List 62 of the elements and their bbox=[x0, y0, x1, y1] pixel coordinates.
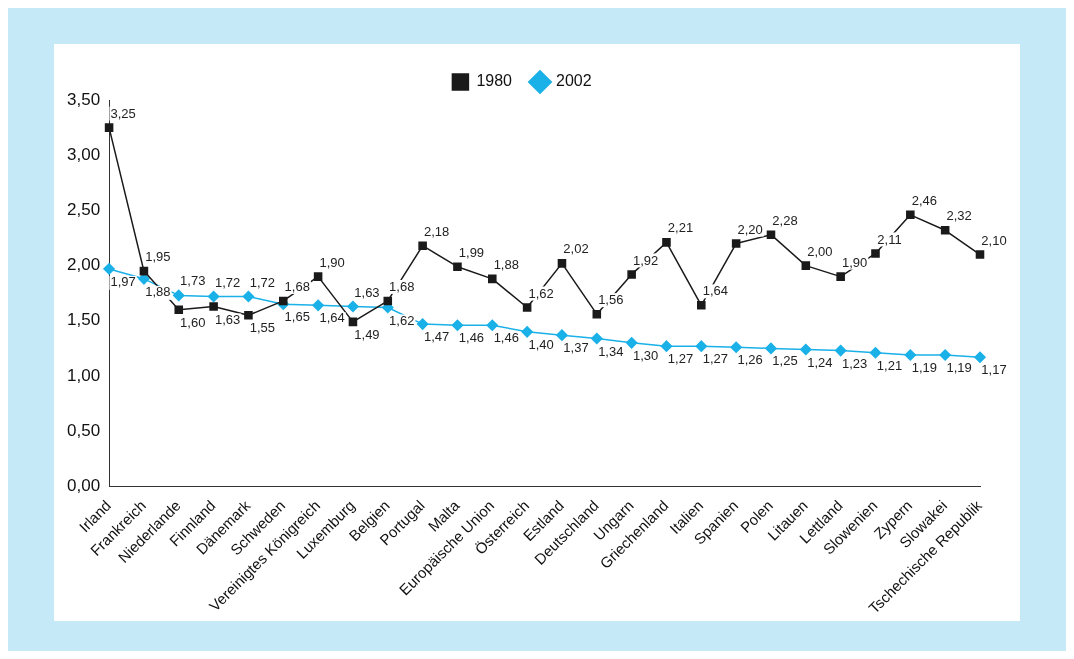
data-label: 1,95 bbox=[145, 249, 171, 265]
data-label: 2,28 bbox=[772, 212, 798, 228]
data-label: 1,88 bbox=[145, 283, 171, 299]
data-label: 1,17 bbox=[981, 362, 1007, 378]
data-label: 1,64 bbox=[702, 283, 728, 299]
data-label: 1,92 bbox=[632, 252, 659, 268]
y-tick-label: 0,50 bbox=[66, 420, 101, 440]
data-label: 1,37 bbox=[563, 340, 589, 356]
data-label: 1,19 bbox=[946, 360, 972, 376]
legend-label: 1980 bbox=[476, 72, 513, 90]
data-label: 1,99 bbox=[458, 244, 485, 260]
data-label: 1,63 bbox=[214, 311, 241, 327]
y-tick-label: 2,50 bbox=[66, 200, 101, 220]
data-label: 1,46 bbox=[458, 330, 485, 346]
data-label: 1,73 bbox=[180, 273, 206, 289]
y-tick-label: 3,50 bbox=[66, 89, 101, 109]
data-label: 1,97 bbox=[110, 273, 136, 289]
data-label: 1,90 bbox=[319, 254, 345, 270]
data-label: 1,62 bbox=[389, 312, 415, 328]
data-label: 2,20 bbox=[737, 221, 763, 237]
data-label: 1,47 bbox=[423, 329, 450, 345]
legend-label: 2002 bbox=[556, 72, 592, 90]
data-label: 1,55 bbox=[249, 320, 276, 336]
data-label: 1,63 bbox=[354, 284, 380, 300]
data-label: 2,02 bbox=[563, 241, 589, 257]
data-label: 1,21 bbox=[876, 357, 903, 373]
data-label: 1,23 bbox=[842, 355, 868, 371]
data-label: 2,46 bbox=[911, 192, 937, 208]
data-label: 1,27 bbox=[702, 351, 728, 367]
data-label: 1,72 bbox=[214, 274, 241, 290]
data-label: 2,00 bbox=[807, 243, 833, 259]
data-label: 1,65 bbox=[284, 309, 310, 325]
data-label: 1,25 bbox=[772, 353, 798, 369]
data-label: 1,64 bbox=[319, 310, 345, 326]
data-label: 2,11 bbox=[877, 231, 902, 247]
y-tick-label: 1,00 bbox=[66, 365, 101, 385]
y-tick-label: 1,50 bbox=[66, 310, 101, 330]
data-label: 1,30 bbox=[632, 347, 659, 363]
data-label: 3,25 bbox=[110, 105, 136, 121]
data-label: 1,40 bbox=[528, 336, 554, 352]
y-tick-label: 3,00 bbox=[66, 144, 101, 164]
data-label: 1,72 bbox=[249, 274, 276, 290]
data-label: 1,88 bbox=[493, 256, 519, 272]
data-label: 2,10 bbox=[981, 232, 1007, 248]
data-label: 2,32 bbox=[946, 208, 972, 224]
data-label: 1,26 bbox=[737, 352, 763, 368]
data-label: 1,19 bbox=[911, 360, 937, 376]
y-tick-label: 0,00 bbox=[66, 476, 101, 496]
data-label: 1,34 bbox=[598, 343, 624, 359]
data-label: 1,90 bbox=[842, 254, 868, 270]
data-label: 2,21 bbox=[667, 220, 694, 236]
data-label: 2,18 bbox=[423, 223, 450, 239]
data-label: 1,27 bbox=[667, 351, 694, 367]
data-label: 1,68 bbox=[284, 279, 310, 294]
data-label: 1,62 bbox=[528, 285, 554, 301]
data-label: 1,24 bbox=[807, 354, 833, 370]
data-label: 1,49 bbox=[354, 326, 380, 342]
data-label: 1,56 bbox=[598, 292, 624, 308]
data-label: 1,68 bbox=[389, 279, 415, 294]
data-label: 1,46 bbox=[493, 330, 519, 346]
data-label: 1,60 bbox=[180, 314, 206, 330]
y-tick-label: 2,00 bbox=[66, 255, 101, 275]
